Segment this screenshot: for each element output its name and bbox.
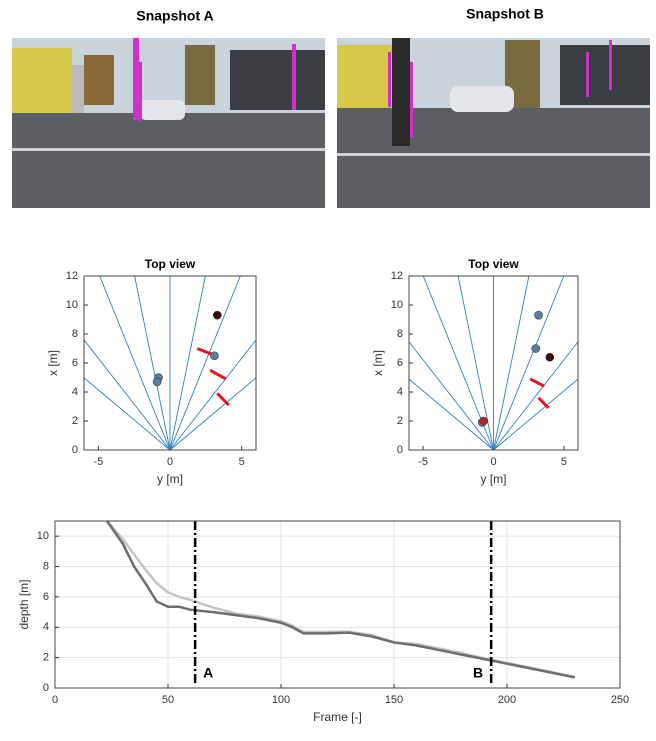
- sensor-ray: [408, 378, 494, 451]
- y-tick-label: 8: [72, 328, 78, 340]
- x-axis-label: y [m]: [157, 472, 183, 486]
- y-tick-label: 10: [37, 530, 49, 542]
- y-axis-label: x [m]: [371, 350, 385, 376]
- sensor-ray: [83, 377, 171, 451]
- point: [545, 352, 555, 362]
- y-tick-label: 12: [391, 270, 403, 282]
- event-label: A: [203, 665, 213, 681]
- y-tick-label: 6: [43, 591, 49, 603]
- sensor-ray: [493, 341, 579, 451]
- y-tick-label: 2: [397, 415, 403, 427]
- chart-title: Top view: [468, 257, 519, 271]
- line: [106, 520, 576, 679]
- x-tick-label: 50: [162, 694, 174, 706]
- y-tick-label: 8: [397, 328, 403, 340]
- x-tick-label: 0: [52, 694, 58, 706]
- x-axis-label: y [m]: [481, 472, 507, 486]
- event-label: B: [473, 665, 483, 681]
- y-tick-label: 10: [66, 299, 78, 311]
- plot-frame: [83, 275, 257, 451]
- segment: [537, 396, 550, 409]
- sensor-ray: [83, 339, 171, 451]
- photo: [337, 38, 650, 208]
- sensor-ray: [99, 275, 171, 451]
- segment: [216, 392, 230, 407]
- x-tick-label: 150: [385, 694, 403, 706]
- x-tick-label: 5: [239, 456, 245, 468]
- sensor-ray: [134, 275, 171, 451]
- y-tick-label: 0: [43, 682, 49, 694]
- point: [213, 310, 222, 320]
- sensor-ray: [169, 275, 206, 451]
- sensor-ray: [493, 275, 565, 451]
- y-tick-label: 4: [72, 386, 78, 398]
- point: [531, 344, 541, 353]
- photo: [12, 38, 325, 208]
- x-tick-label: 100: [272, 694, 290, 706]
- point: [152, 377, 162, 387]
- y-tick-label: 4: [397, 386, 403, 398]
- segment: [529, 377, 545, 388]
- line: [105, 520, 576, 679]
- point: [479, 416, 488, 426]
- y-tick-label: 6: [72, 357, 78, 369]
- y-tick-label: 6: [397, 357, 403, 369]
- y-tick-label: 0: [397, 444, 403, 456]
- y-axis-label: x [m]: [46, 350, 60, 376]
- sensor-ray: [493, 378, 579, 451]
- segment: [209, 368, 227, 381]
- snapshot-title: Snapshot A: [136, 8, 213, 24]
- x-tick-label: 5: [561, 456, 567, 468]
- x-tick-label: -5: [418, 456, 428, 468]
- sensor-ray: [169, 339, 257, 451]
- x-tick-label: 200: [498, 694, 516, 706]
- x-tick-label: 0: [490, 456, 496, 468]
- y-axis-label: depth [m]: [17, 579, 31, 629]
- plot-frame: [408, 275, 579, 451]
- y-tick-label: 10: [391, 299, 403, 311]
- chart-title: Top view: [145, 257, 196, 271]
- sensor-ray: [408, 341, 494, 451]
- x-tick-label: 0: [167, 456, 173, 468]
- y-tick-label: 2: [43, 652, 49, 664]
- y-tick-label: 2: [72, 415, 78, 427]
- sensor-ray: [169, 275, 241, 451]
- point: [534, 310, 543, 320]
- x-tick-label: -5: [93, 456, 103, 468]
- x-axis-label: Frame [-]: [313, 710, 362, 724]
- y-tick-label: 0: [72, 444, 78, 456]
- y-tick-label: 12: [66, 270, 78, 282]
- plot-frame: [54, 520, 621, 689]
- y-tick-label: 4: [43, 621, 49, 633]
- x-tick-label: 250: [611, 694, 629, 706]
- sensor-ray: [493, 275, 530, 451]
- point: [210, 351, 219, 361]
- snapshot-title: Snapshot B: [466, 6, 544, 22]
- y-tick-label: 8: [43, 560, 49, 572]
- sensor-ray: [169, 377, 257, 451]
